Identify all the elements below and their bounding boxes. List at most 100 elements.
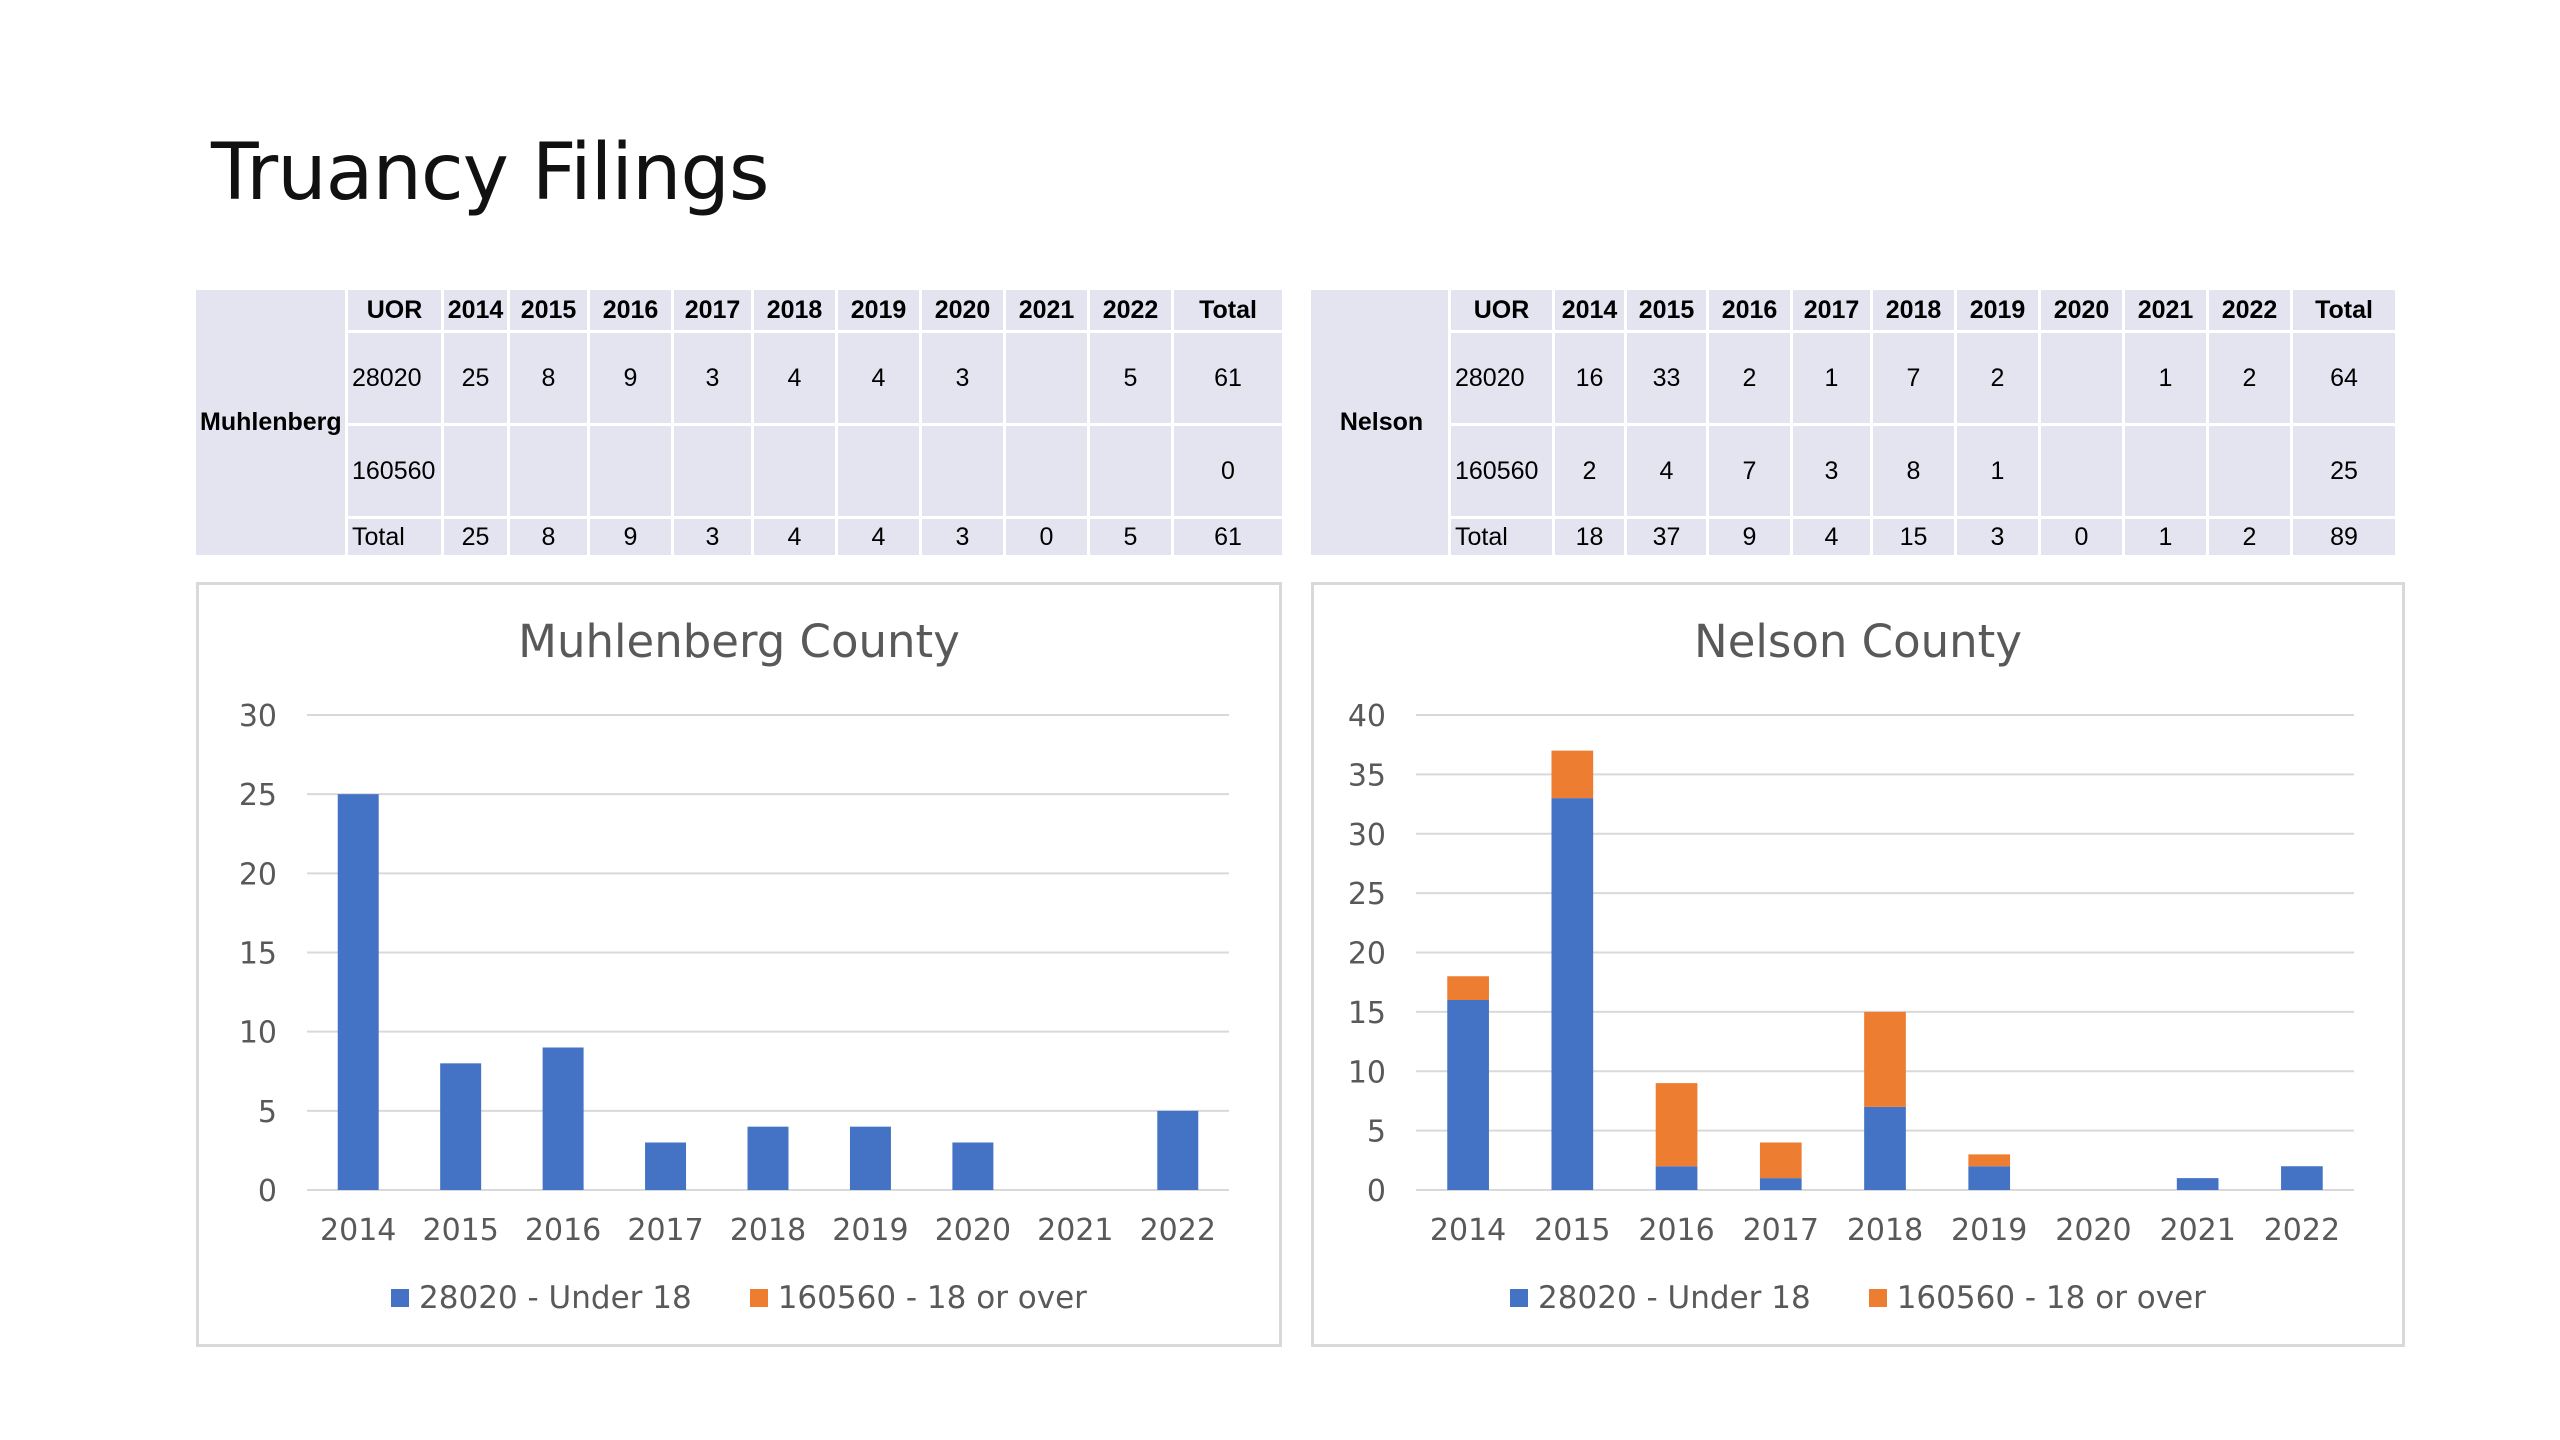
legend-swatch bbox=[391, 1289, 410, 1307]
county-name: Nelson bbox=[1311, 290, 1451, 555]
nelson-chart-plot: 0 5 10 15 20 25 30 35 40 2014 2015 2016 2017 2018 2019… bbox=[1348, 699, 2354, 1248]
y-tick-label: 10 bbox=[1348, 1055, 1386, 1090]
muhlenberg-data-table: Muhlenberg UOR 2014 2015 2016 2017 2018 … bbox=[196, 290, 1282, 555]
table-cell: 9 bbox=[590, 333, 674, 426]
y-tick-label: 30 bbox=[1348, 818, 1386, 853]
table-header-cell: 2017 bbox=[1793, 290, 1873, 333]
table-cell: 7 bbox=[1873, 333, 1957, 426]
legend-label: 160560 - 18 or over bbox=[777, 1280, 1087, 1316]
table-header-cell: Total bbox=[2293, 290, 2395, 333]
y-tick-label: 40 bbox=[1348, 699, 1386, 734]
table-cell: 25 bbox=[444, 519, 510, 555]
table-cell: 2 bbox=[2209, 333, 2293, 426]
table-header-row: Muhlenberg UOR 2014 2015 2016 2017 2018 … bbox=[196, 290, 1282, 555]
table-row: 28020 25 8 9 3 4 4 3 5 61 bbox=[196, 333, 1282, 426]
table-header-cell: UOR bbox=[1451, 290, 1555, 333]
table-cell bbox=[1090, 426, 1174, 519]
county-name: Muhlenberg bbox=[196, 290, 348, 555]
bar-under18 bbox=[1655, 1166, 1698, 1190]
table-header-cell: 2021 bbox=[1006, 290, 1090, 333]
bar-under18 bbox=[645, 1142, 687, 1190]
y-tick-label: 25 bbox=[239, 778, 277, 813]
chart-title: Nelson County bbox=[1694, 615, 2022, 668]
bar-under18 bbox=[1968, 1166, 2011, 1190]
x-tick-label: 2020 bbox=[935, 1213, 1011, 1248]
legend-swatch bbox=[749, 1289, 768, 1307]
table-cell: 16 bbox=[1555, 333, 1627, 426]
bar-over18 bbox=[1864, 1011, 1906, 1107]
bar-under18 bbox=[1157, 1110, 1199, 1190]
table-header-cell: 2019 bbox=[1957, 290, 2041, 333]
table-cell: 2 bbox=[1709, 333, 1793, 426]
table-cell: 8 bbox=[1873, 426, 1957, 519]
table-cell: 8 bbox=[510, 519, 590, 555]
table-cell: 9 bbox=[590, 519, 674, 555]
table-cell: 160560 bbox=[1451, 426, 1555, 519]
table-cell bbox=[510, 426, 590, 519]
x-tick-label: 2014 bbox=[320, 1213, 396, 1248]
table-cell: 3 bbox=[1957, 519, 2041, 555]
legend-label: 160560 - 18 or over bbox=[1896, 1280, 2206, 1316]
x-tick-label: 2014 bbox=[1430, 1213, 1506, 1248]
x-tick-label: 2017 bbox=[1743, 1213, 1819, 1248]
table-cell: 2 bbox=[1555, 426, 1627, 519]
table-cell: 1 bbox=[1957, 426, 2041, 519]
table-cell: 8 bbox=[510, 333, 590, 426]
x-tick-label: 2017 bbox=[627, 1213, 703, 1248]
bar-under18 bbox=[1759, 1178, 1802, 1190]
chart-title: Muhlenberg County bbox=[518, 615, 960, 668]
bar-under18 bbox=[337, 794, 379, 1190]
table-cell bbox=[590, 426, 674, 519]
x-tick-label: 2016 bbox=[1638, 1213, 1714, 1248]
y-tick-label: 5 bbox=[258, 1095, 277, 1130]
table-cell: 2 bbox=[1957, 333, 2041, 426]
x-tick-label: 2015 bbox=[422, 1213, 498, 1248]
muhlenberg-chart-plot: 0 5 10 15 20 25 30 2014 2015 2016 2017 2018 2019 2020… bbox=[239, 699, 1229, 1248]
table-cell: 3 bbox=[922, 519, 1006, 555]
y-tick-label: 5 bbox=[1367, 1115, 1386, 1150]
table-cell: 3 bbox=[922, 333, 1006, 426]
table-row: 160560 0 bbox=[196, 426, 1282, 519]
bar-under18 bbox=[440, 1063, 482, 1190]
table-cell: 4 bbox=[838, 519, 922, 555]
bar-under18 bbox=[747, 1126, 789, 1190]
table-cell: 18 bbox=[1555, 519, 1627, 555]
bar-under18 bbox=[2176, 1178, 2219, 1190]
x-tick-label: 2019 bbox=[832, 1213, 908, 1248]
table-header-cell: 2016 bbox=[590, 290, 674, 333]
table-header-cell: 2019 bbox=[838, 290, 922, 333]
table-header-cell: 2016 bbox=[1709, 290, 1793, 333]
x-tick-label: 2022 bbox=[2264, 1213, 2340, 1248]
table-cell: 7 bbox=[1709, 426, 1793, 519]
legend-label: 28020 - Under 18 bbox=[1538, 1280, 1811, 1316]
x-tick-label: 2021 bbox=[2159, 1213, 2235, 1248]
nelson-data-table: Nelson UOR 2014 2015 2016 2017 2018 2019… bbox=[1311, 290, 2395, 555]
table-cell bbox=[1006, 426, 1090, 519]
bar-over18 bbox=[1759, 1142, 1802, 1179]
table-cell bbox=[1006, 333, 1090, 426]
table-cell: 28020 bbox=[348, 333, 444, 426]
table-cell: 28020 bbox=[1451, 333, 1555, 426]
table-total-row: Total 25 8 9 3 4 4 3 0 5 61 bbox=[196, 519, 1282, 555]
table-header-cell: 2015 bbox=[1627, 290, 1709, 333]
table-cell: 5 bbox=[1090, 333, 1174, 426]
table-cell: 2 bbox=[2209, 519, 2293, 555]
table-total-row: Total 18 37 9 4 15 3 0 1 2 89 bbox=[1311, 519, 2395, 555]
table-cell: 61 bbox=[1214, 522, 1242, 551]
chart-legend: 28020 - Under 18 160560 - 18 or over bbox=[1314, 1280, 2402, 1316]
table-cell bbox=[2041, 333, 2125, 426]
table-header-cell: 2018 bbox=[754, 290, 838, 333]
table-header-cell: UOR bbox=[348, 290, 444, 333]
table-cell: 4 bbox=[838, 333, 922, 426]
table-cell bbox=[674, 426, 754, 519]
table-cell bbox=[754, 426, 838, 519]
table-cell: Total bbox=[348, 519, 444, 555]
table-cell: 89 bbox=[2330, 522, 2358, 551]
table-cell bbox=[2209, 426, 2293, 519]
table-cell: 1 bbox=[2125, 519, 2209, 555]
table-cell: 1 bbox=[2125, 333, 2209, 426]
x-tick-label: 2015 bbox=[1534, 1213, 1610, 1248]
table-cell bbox=[2041, 426, 2125, 519]
table-cell: 9 bbox=[1709, 519, 1793, 555]
table-cell bbox=[2125, 426, 2209, 519]
